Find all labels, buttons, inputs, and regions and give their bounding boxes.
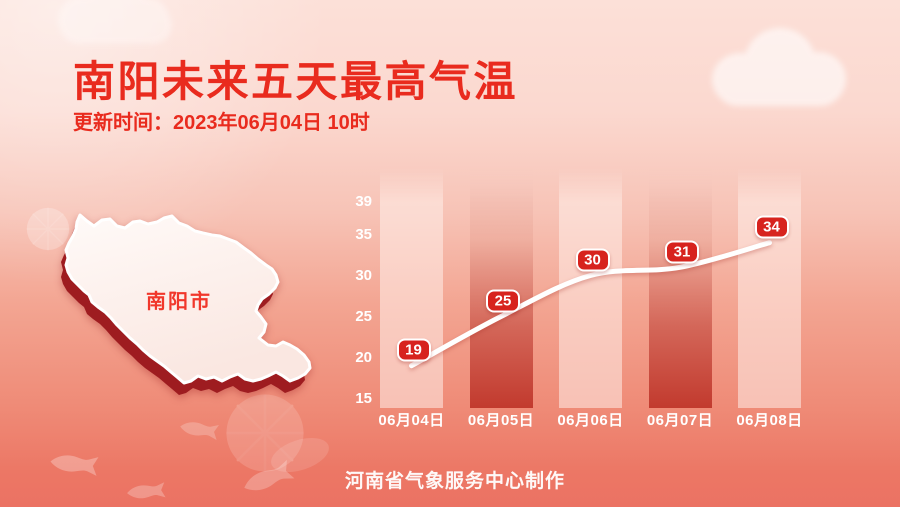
temperature-badge: 30 — [575, 248, 610, 272]
update-time: 更新时间：2023年06月04日 10时 — [73, 112, 370, 134]
fish-icon — [244, 459, 295, 491]
umbrella-icon — [26, 207, 70, 251]
cloud-icon — [712, 28, 847, 108]
y-axis-tick: 20 — [355, 348, 372, 366]
y-axis-tick: 35 — [355, 225, 372, 243]
x-axis-label: 06月06日 — [557, 412, 624, 429]
temperature-badge: 31 — [665, 240, 699, 264]
cloud-icon — [58, 0, 176, 48]
y-axis-tick: 39 — [355, 192, 372, 210]
x-axis-label: 06月07日 — [646, 412, 714, 429]
y-axis-tick: 15 — [355, 389, 372, 407]
temperature-badge: 25 — [486, 289, 520, 313]
x-axis-label: 06月04日 — [378, 412, 445, 429]
credit-text: 河南省气象服务中心制作 — [345, 471, 566, 492]
fish-icon — [50, 455, 99, 476]
y-axis-tick: 30 — [355, 266, 372, 284]
map-region — [64, 213, 312, 385]
page-title: 南阳未来五天最高气温 — [73, 58, 519, 105]
umbrella-icon — [226, 394, 304, 472]
fish-icon — [127, 482, 166, 499]
temperature-badge: 34 — [754, 215, 789, 239]
x-axis-label: 06月05日 — [467, 412, 535, 429]
map-city-label: 南阳市 — [146, 291, 212, 313]
temperature-badge: 19 — [396, 338, 431, 362]
leaf-icon — [271, 437, 329, 473]
x-axis-label: 06月08日 — [736, 412, 803, 429]
nanyang-city-map — [61, 213, 312, 395]
fish-icon — [180, 422, 219, 440]
y-axis-tick: 25 — [355, 307, 372, 325]
